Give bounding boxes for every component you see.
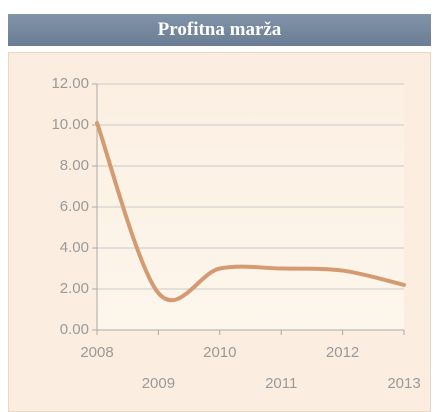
header: Profitna marža [8, 14, 431, 46]
y-tick-label: 6.00 [60, 198, 89, 215]
y-tick-label: 8.00 [60, 157, 89, 174]
x-tick-label: 2010 [203, 344, 236, 361]
y-tick-label: 10.00 [51, 116, 89, 133]
x-tick-label: 2013 [387, 375, 420, 392]
x-tick-label: 2008 [80, 344, 113, 361]
y-tick-label: 2.00 [60, 280, 89, 297]
x-tick-label: 2011 [265, 375, 297, 392]
x-tick-label: 2012 [326, 344, 359, 361]
line [95, 120, 406, 303]
x-tick-label: 2009 [142, 375, 175, 392]
y-tick-label: 4.00 [60, 239, 89, 256]
y-tick-label: 12.00 [51, 75, 89, 92]
y-tick-label: 0.00 [60, 321, 89, 338]
